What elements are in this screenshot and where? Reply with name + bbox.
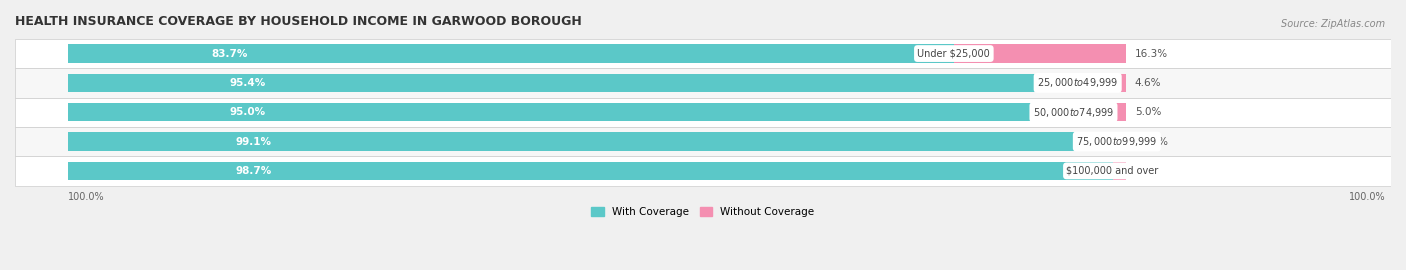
Bar	[1073, 103, 1126, 121]
Text: 100.0%: 100.0%	[1350, 192, 1386, 202]
Text: Source: ZipAtlas.com: Source: ZipAtlas.com	[1281, 19, 1385, 29]
Text: 5.0%: 5.0%	[1135, 107, 1161, 117]
Text: 4.6%: 4.6%	[1135, 78, 1161, 88]
Text: 95.4%: 95.4%	[231, 78, 266, 88]
Bar	[15, 156, 1391, 185]
Bar	[15, 39, 1391, 68]
Text: 83.7%: 83.7%	[211, 49, 247, 59]
Bar	[1077, 74, 1126, 92]
Bar	[15, 127, 1391, 156]
Bar	[15, 68, 1391, 97]
Bar	[67, 103, 1073, 121]
Text: 0.92%: 0.92%	[1135, 137, 1168, 147]
Text: 1.3%: 1.3%	[1135, 166, 1161, 176]
Bar	[953, 45, 1126, 63]
Bar	[15, 97, 1391, 127]
Text: 98.7%: 98.7%	[235, 166, 271, 176]
Bar	[67, 74, 1077, 92]
Text: HEALTH INSURANCE COVERAGE BY HOUSEHOLD INCOME IN GARWOOD BOROUGH: HEALTH INSURANCE COVERAGE BY HOUSEHOLD I…	[15, 15, 582, 28]
Text: $75,000 to $99,999: $75,000 to $99,999	[1076, 135, 1157, 148]
Text: 95.0%: 95.0%	[229, 107, 266, 117]
Text: $25,000 to $49,999: $25,000 to $49,999	[1038, 76, 1118, 89]
Text: 16.3%: 16.3%	[1135, 49, 1168, 59]
Text: 99.1%: 99.1%	[236, 137, 271, 147]
Text: 100.0%: 100.0%	[67, 192, 104, 202]
Bar	[67, 162, 1112, 180]
Bar	[1112, 162, 1126, 180]
Text: $100,000 and over: $100,000 and over	[1067, 166, 1159, 176]
Text: $50,000 to $74,999: $50,000 to $74,999	[1033, 106, 1114, 119]
Bar	[67, 133, 1116, 151]
Text: Under $25,000: Under $25,000	[918, 49, 990, 59]
Legend: With Coverage, Without Coverage: With Coverage, Without Coverage	[588, 203, 818, 222]
Bar	[67, 45, 953, 63]
Bar	[1116, 133, 1126, 151]
